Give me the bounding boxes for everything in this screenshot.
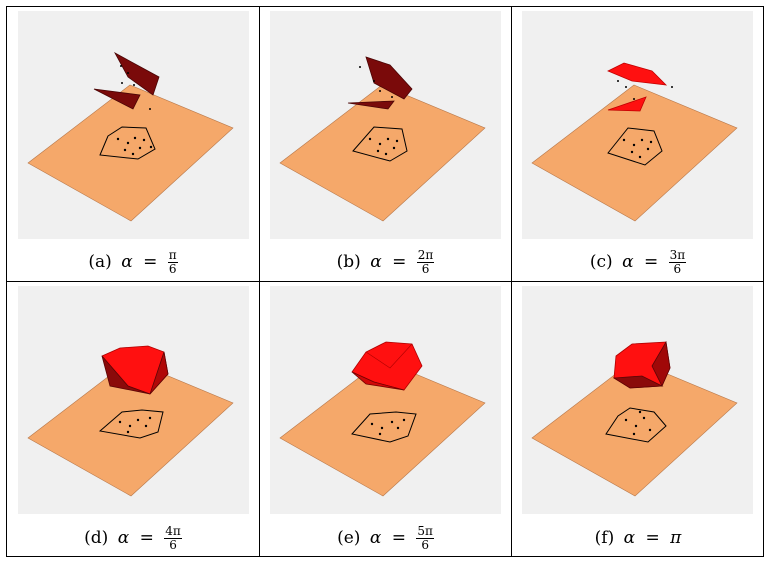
caption-e: (e) α = 5π 6	[260, 525, 511, 551]
fraction-denominator: 6	[421, 263, 431, 276]
caption-d: (d) α = 4π 6	[7, 525, 259, 551]
panel-f: (f) α = π	[512, 282, 764, 557]
caption-label: (c)	[590, 254, 613, 271]
red-shape	[608, 63, 666, 85]
caption-fraction: 3π 6	[669, 249, 687, 275]
caption-variable: α	[121, 254, 132, 271]
caption-a: (a) α = π 6	[7, 249, 259, 275]
caption-variable: α	[370, 530, 381, 547]
caption-equals: =	[392, 254, 406, 271]
panel-a: (a) α = π 6	[7, 7, 259, 281]
fraction-numerator: 4π	[164, 525, 182, 539]
panel-b: (b) α = 2π 6	[260, 7, 511, 281]
panel-c: (c) α = 3π 6	[512, 7, 764, 281]
caption-equals: =	[644, 254, 658, 271]
caption-fraction: π 6	[168, 249, 178, 275]
caption-label: (a)	[88, 254, 111, 271]
caption-variable: α	[624, 530, 635, 547]
caption-label: (b)	[337, 254, 361, 271]
fraction-denominator: 6	[420, 539, 430, 552]
caption-variable: α	[118, 530, 129, 547]
plot-e	[270, 286, 501, 514]
fraction-denominator: 6	[168, 263, 178, 276]
fraction-numerator: 2π	[417, 249, 435, 263]
caption-value: π	[670, 530, 681, 547]
fraction-denominator: 6	[673, 263, 683, 276]
fraction-numerator: π	[168, 249, 178, 263]
caption-label: (d)	[84, 530, 108, 547]
fraction-numerator: 5π	[416, 525, 434, 539]
caption-variable: α	[370, 254, 381, 271]
caption-label: (e)	[337, 530, 360, 547]
plot-b	[270, 11, 501, 239]
plot-c	[522, 11, 753, 239]
caption-equals: =	[143, 254, 157, 271]
fraction-numerator: 3π	[669, 249, 687, 263]
caption-fraction: 2π 6	[417, 249, 435, 275]
caption-fraction: 4π 6	[164, 525, 182, 551]
caption-b: (b) α = 2π 6	[260, 249, 511, 275]
panel-d: (d) α = 4π 6	[7, 282, 259, 557]
plot-d	[18, 286, 249, 514]
caption-equals: =	[646, 530, 660, 547]
caption-fraction: 5π 6	[416, 525, 434, 551]
figure-grid: (a) α = π 6	[6, 6, 764, 557]
caption-label: (f)	[595, 530, 615, 547]
caption-variable: α	[622, 254, 633, 271]
caption-equals: =	[392, 530, 406, 547]
plot-a	[18, 11, 249, 239]
plot-f	[522, 286, 753, 514]
fraction-denominator: 6	[168, 539, 178, 552]
panel-e: (e) α = 5π 6	[260, 282, 511, 557]
caption-equals: =	[140, 530, 154, 547]
caption-c: (c) α = 3π 6	[512, 249, 764, 275]
caption-f: (f) α = π	[512, 530, 764, 547]
